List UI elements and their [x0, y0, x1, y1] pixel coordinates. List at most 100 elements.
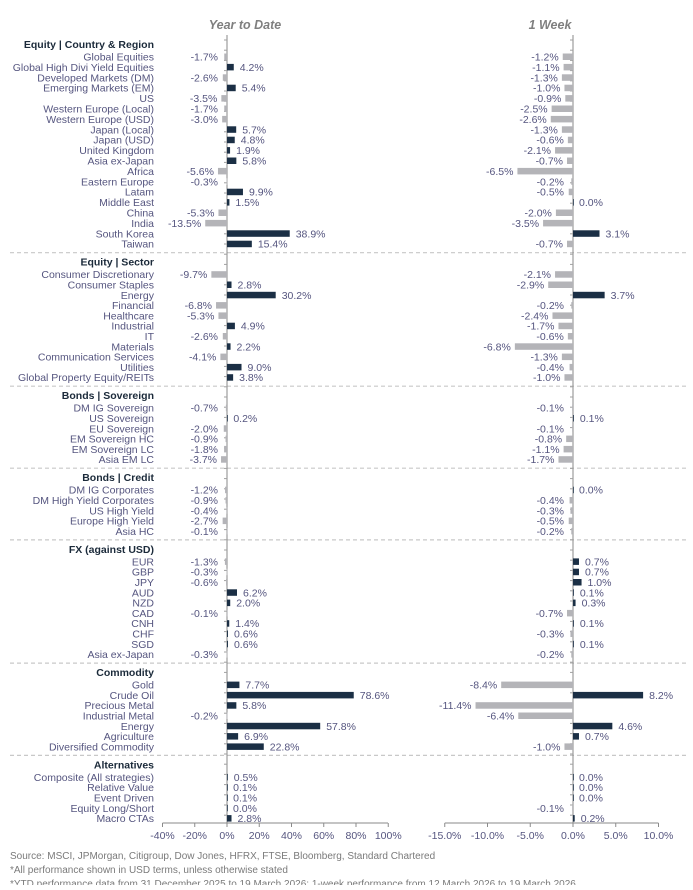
- bar-w1: [564, 743, 573, 750]
- category-label: CAD: [132, 608, 155, 620]
- bar-ytd: [227, 84, 236, 92]
- value-label-w1: 0.1%: [580, 618, 604, 630]
- category-label: US Sovereign: [89, 413, 154, 425]
- footnote: Source: MSCI, JPMorgan, Citigroup, Dow J…: [10, 851, 435, 862]
- category-label: CHF: [132, 629, 154, 641]
- bar-ytd: [227, 733, 239, 740]
- bar-w1: [568, 188, 573, 196]
- value-label-ytd: 0.2%: [233, 413, 257, 425]
- x-tick-label: 10.0%: [644, 830, 674, 842]
- x-tick-label: -20%: [182, 830, 207, 842]
- category-label: US High Yield: [89, 505, 154, 517]
- bar-ytd: [205, 219, 227, 227]
- value-label-w1: -0.7%: [536, 239, 563, 251]
- bar-ytd: [222, 115, 227, 123]
- bar-w1: [562, 53, 573, 60]
- bar-w1: [573, 815, 575, 822]
- value-label-ytd: -0.9%: [191, 495, 218, 507]
- bar-ytd: [227, 743, 264, 750]
- category-label: Precious Metal: [85, 700, 154, 712]
- bar-w1: [572, 804, 573, 812]
- bar-ytd: [227, 322, 235, 330]
- value-label-w1: -0.5%: [537, 516, 564, 528]
- value-label-w1: -0.7%: [536, 156, 563, 168]
- section-header: Bonds | Sovereign: [62, 390, 154, 402]
- category-label: Africa: [127, 166, 154, 178]
- category-label: DM High Yield Corporates: [33, 495, 154, 507]
- bar-ytd: [227, 681, 240, 689]
- category-label: JPY: [135, 577, 154, 589]
- value-label-ytd: 0.6%: [234, 629, 258, 641]
- bar-ytd: [226, 609, 228, 617]
- value-label-w1: 0.0%: [579, 772, 603, 784]
- bar-w1: [558, 456, 573, 463]
- value-label-ytd: 5.8%: [242, 156, 266, 168]
- value-label-ytd: 0.5%: [234, 772, 258, 784]
- value-label-w1: -1.7%: [527, 454, 554, 466]
- value-label-ytd: -1.7%: [191, 52, 218, 64]
- bar-w1: [573, 794, 574, 801]
- category-label: Asia EM LC: [99, 454, 155, 466]
- bar-w1: [573, 784, 574, 791]
- bar-ytd: [227, 702, 237, 709]
- bar-ytd: [222, 74, 227, 81]
- value-label-w1: 0.0%: [579, 793, 603, 805]
- panel-title: Year to Date: [209, 18, 282, 32]
- bar-w1: [501, 681, 573, 689]
- bar-ytd: [227, 804, 228, 812]
- bar-w1: [514, 343, 573, 350]
- bar-w1: [573, 579, 582, 586]
- value-label-w1: -6.5%: [486, 166, 513, 178]
- value-label-ytd: -4.1%: [189, 352, 216, 364]
- bar-ytd: [227, 147, 231, 154]
- bar-w1: [570, 507, 573, 514]
- value-label-ytd: 0.1%: [233, 793, 257, 805]
- bar-ytd: [226, 579, 227, 586]
- value-label-w1: -0.6%: [536, 331, 563, 343]
- x-tick-label: 20%: [249, 830, 270, 842]
- bar-ytd: [227, 589, 237, 596]
- bar-w1: [517, 167, 573, 175]
- bar-ytd: [227, 136, 235, 144]
- bar-w1: [563, 63, 573, 71]
- value-label-w1: -2.6%: [519, 114, 546, 126]
- value-label-ytd: 9.9%: [249, 187, 273, 199]
- category-label: IT: [145, 331, 155, 343]
- bar-w1: [573, 230, 600, 237]
- bar-w1: [571, 302, 573, 309]
- bar-w1: [518, 712, 573, 719]
- value-label-w1: -0.3%: [537, 629, 564, 641]
- category-label: Industrial: [111, 321, 154, 333]
- value-label-ytd: 6.2%: [243, 587, 267, 599]
- value-label-w1: -2.1%: [524, 145, 551, 157]
- value-label-ytd: -0.3%: [191, 567, 218, 579]
- category-label: Agriculture: [104, 731, 154, 743]
- bar-ytd: [225, 404, 227, 412]
- x-tick-label: -10.0%: [471, 830, 504, 842]
- bar-ytd: [227, 343, 231, 350]
- bar-w1: [573, 722, 613, 730]
- bar-ytd: [227, 374, 234, 381]
- value-label-w1: -0.1%: [537, 403, 564, 415]
- category-label: EU Sovereign: [89, 423, 154, 435]
- bar-ytd: [227, 291, 276, 299]
- bar-ytd: [220, 353, 227, 361]
- category-label: NZD: [132, 598, 154, 610]
- value-label-w1: 0.0%: [579, 485, 603, 497]
- bar-w1: [566, 435, 573, 443]
- value-label-ytd: 4.9%: [241, 321, 265, 333]
- value-label-w1: 0.3%: [582, 598, 606, 610]
- category-label: Latam: [125, 187, 154, 199]
- value-label-ytd: 6.9%: [244, 731, 268, 743]
- bar-ytd: [226, 507, 228, 514]
- category-label: Materials: [111, 341, 154, 353]
- bar-w1: [555, 209, 573, 216]
- footnote: *YTD performance data from 31 December 2…: [10, 879, 576, 885]
- bar-w1: [569, 363, 573, 371]
- category-label: DM IG Corporates: [69, 485, 154, 497]
- value-label-ytd: -13.5%: [168, 218, 201, 230]
- value-label-w1: -0.7%: [536, 608, 563, 620]
- category-label: Eastern Europe: [81, 176, 154, 188]
- x-tick-label: 5.0%: [604, 830, 628, 842]
- value-label-w1: -0.2%: [537, 300, 564, 312]
